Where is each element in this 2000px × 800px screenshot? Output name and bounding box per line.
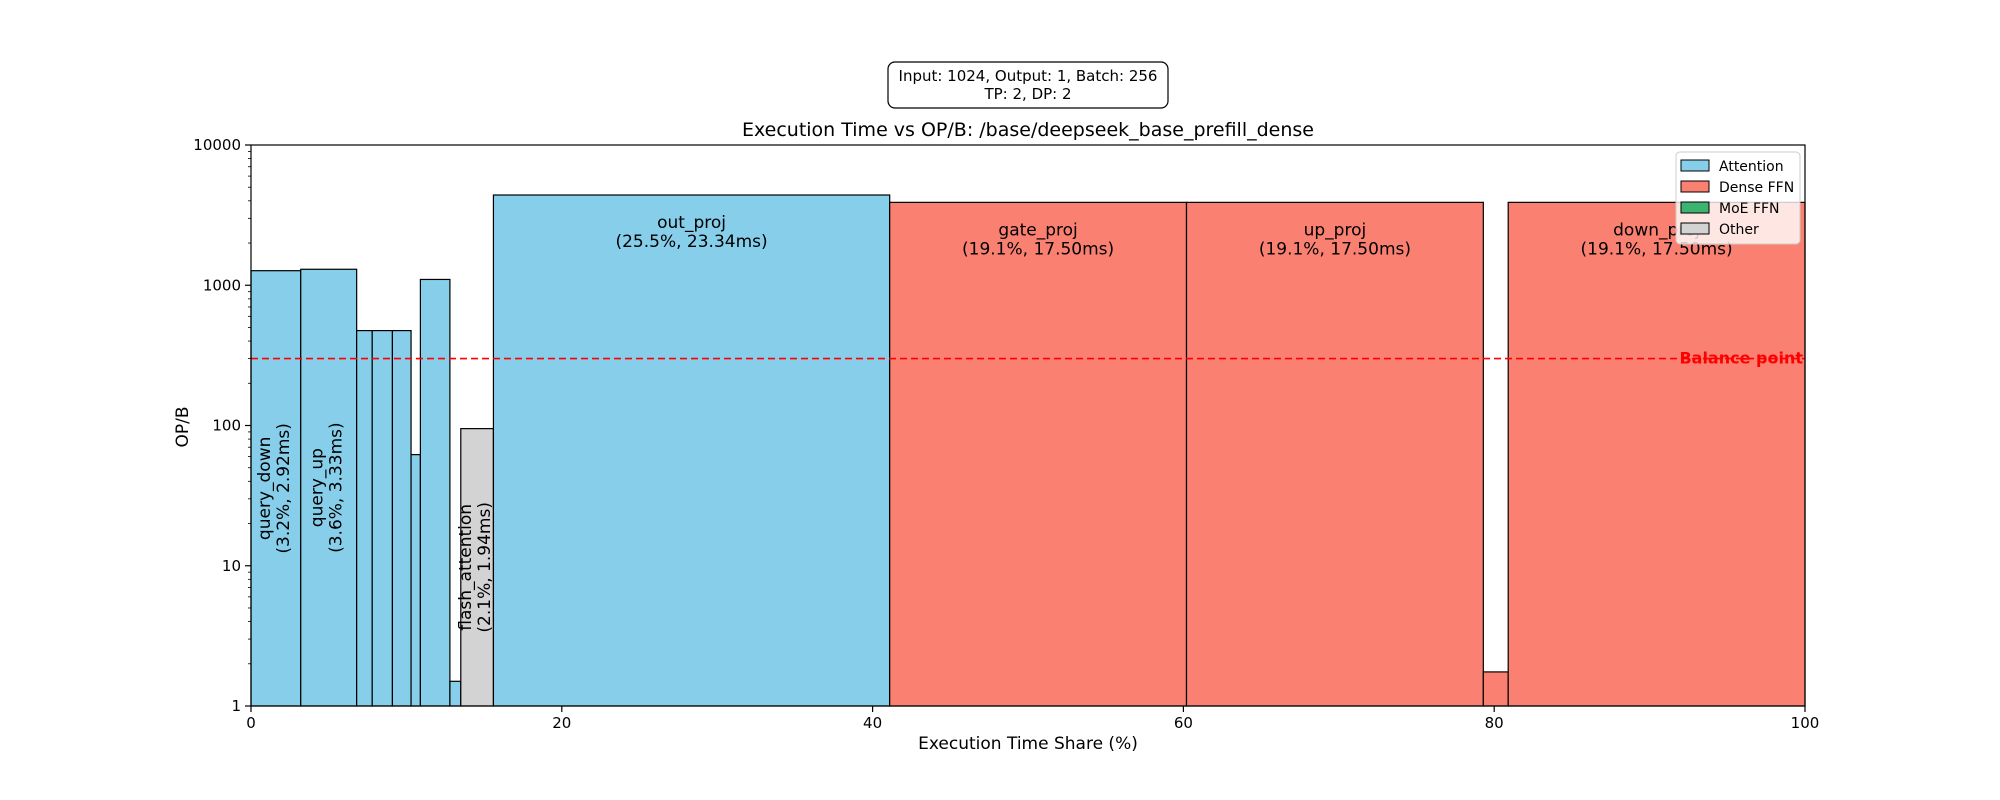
bar-query-down	[250, 270, 302, 707]
x-tick-label: 40	[863, 714, 882, 732]
x-tick-label: 0	[246, 714, 256, 732]
bar-up-proj	[1185, 201, 1484, 707]
bar-vlabel-query-up: query_up (3.6%, 3.33ms)	[308, 422, 347, 553]
info-line-1: Input: 1024, Output: 1, Batch: 256	[899, 67, 1158, 85]
legend-box	[1675, 151, 1801, 245]
bar-detail-gate-proj: (19.1%, 17.50ms)	[962, 239, 1114, 259]
bar-detail-out-proj: (25.5%, 23.34ms)	[615, 232, 767, 252]
x-tick-label: 60	[1174, 714, 1193, 732]
bar-detail-flash-attention: (2.1%, 1.94ms)	[475, 502, 495, 633]
chart-title: Execution Time vs OP/B: /base/deepseek_b…	[742, 119, 1314, 141]
y-tick-label: 10	[222, 557, 241, 575]
bar-label-flash-attention: flash_attention	[456, 504, 476, 631]
balance-label: Balance point	[1679, 349, 1803, 368]
info-line-2: TP: 2, DP: 2	[983, 85, 1071, 103]
y-tick-label: 1000	[203, 276, 241, 294]
y-tick-label: 100	[212, 417, 241, 435]
x-axis-label: Execution Time Share (%)	[918, 734, 1138, 754]
bar-gate-proj	[889, 201, 1188, 707]
bar-segment-12	[1482, 671, 1509, 707]
y-tick-label: 1	[231, 697, 241, 715]
bar-label-out-proj: out_proj	[657, 213, 726, 233]
bar-detail-query-down: (3.2%, 2.92ms)	[274, 423, 294, 554]
legend-label-attention: Attention	[1719, 159, 1784, 175]
bar-vlabel-query-down: query_down (3.2%, 2.92ms)	[255, 423, 294, 554]
bar-segment-6	[419, 278, 451, 707]
bar-label-gate-proj: gate_proj	[998, 220, 1077, 240]
legend-label-dense-ffn: Dense FFN	[1719, 180, 1794, 196]
axes-layer: 0 20 40 60 80 100 1 10 100 1000 10000	[193, 136, 1819, 732]
x-tick-label: 100	[1791, 714, 1820, 732]
bar-segment-4	[391, 329, 412, 707]
bar-label-up-proj: up_proj	[1304, 220, 1367, 240]
legend-swatch-other	[1680, 222, 1710, 235]
bar-label-query-up: query_up	[308, 448, 328, 527]
legend-swatch-dense-ffn	[1680, 180, 1710, 193]
bar-segment-2	[356, 329, 373, 707]
y-axis-label: OP/B	[173, 406, 193, 447]
x-tick-label: 80	[1485, 714, 1504, 732]
y-tick-label: 10000	[193, 136, 241, 154]
bar-out-proj	[492, 194, 891, 707]
bar-detail-query-up: (3.6%, 3.33ms)	[327, 422, 347, 553]
bar-down-proj	[1507, 201, 1806, 707]
legend-swatch-attention	[1680, 159, 1710, 172]
bars-layer	[250, 194, 1806, 707]
bar-label-query-down: query_down	[255, 437, 275, 540]
bar-segment-3	[371, 329, 394, 707]
bar-vlabel-flash-attention: flash_attention (2.1%, 1.94ms)	[456, 502, 495, 633]
legend-label-moe-ffn: MoE FFN	[1719, 201, 1780, 217]
balance-layer: Balance point	[251, 349, 1805, 368]
legend-label-other: Other	[1719, 222, 1759, 238]
bar-labels-layer: query_down (3.2%, 2.92ms) query_up (3.6%, 3…	[255, 213, 1733, 633]
bar-query-up	[300, 268, 358, 707]
x-tick-label: 20	[552, 714, 571, 732]
info-box	[887, 61, 1169, 109]
bar-segment-5	[410, 454, 421, 707]
bar-segment-7	[449, 680, 462, 707]
legend-swatch-moe-ffn	[1680, 201, 1710, 214]
bar-detail-up-proj: (19.1%, 17.50ms)	[1259, 239, 1411, 259]
legend: Attention Dense FFN MoE FFN Other	[1675, 151, 1801, 245]
